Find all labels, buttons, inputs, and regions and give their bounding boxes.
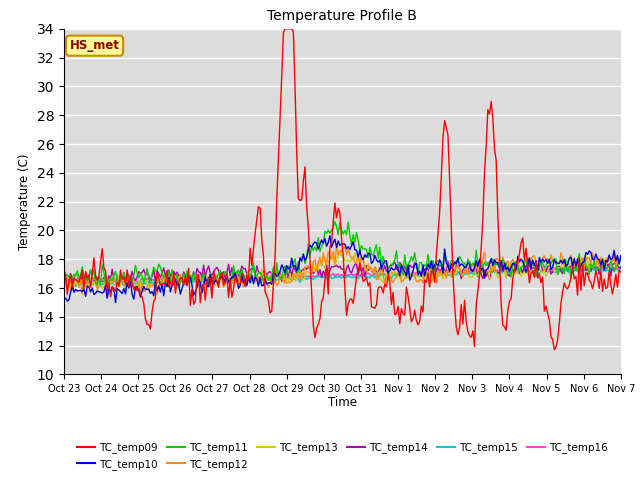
TC_temp15 <box>374 272 382 278</box>
Line: TC_temp09: TC_temp09 <box>64 29 621 350</box>
Title: Temperature Profile B: Temperature Profile B <box>268 10 417 24</box>
TC_temp14 <box>517 265 525 271</box>
TC_temp16 <box>586 264 593 269</box>
TC_temp09 <box>183 281 191 287</box>
TC_temp15 <box>524 269 532 275</box>
TC_temp09 <box>550 347 558 353</box>
TC_temp11 <box>331 219 339 225</box>
TC_temp14 <box>617 264 625 270</box>
TC_temp11 <box>60 270 68 276</box>
TC_temp11 <box>519 264 527 269</box>
TC_temp12 <box>153 291 161 297</box>
Line: TC_temp14: TC_temp14 <box>64 260 621 284</box>
TC_temp11 <box>185 276 193 282</box>
TC_temp10 <box>112 300 120 305</box>
TC_temp16 <box>228 275 236 280</box>
TC_temp11 <box>525 262 533 267</box>
TC_temp15 <box>617 264 625 269</box>
TC_temp09 <box>227 277 234 283</box>
TC_temp10 <box>525 255 533 261</box>
TC_temp10 <box>185 274 193 279</box>
TC_temp12 <box>185 280 193 286</box>
TC_temp11 <box>67 277 74 283</box>
TC_temp09 <box>517 240 525 246</box>
TC_temp10 <box>60 296 68 301</box>
Line: TC_temp11: TC_temp11 <box>64 222 621 288</box>
TC_temp16 <box>617 266 625 272</box>
TC_temp10 <box>326 233 334 239</box>
TC_temp13 <box>67 286 74 292</box>
TC_temp14 <box>77 281 84 287</box>
TC_temp14 <box>67 271 74 276</box>
TC_temp15 <box>60 283 68 288</box>
TC_temp13 <box>228 277 236 283</box>
TC_temp13 <box>336 248 344 253</box>
TC_temp10 <box>617 253 625 259</box>
TC_temp16 <box>72 281 79 287</box>
TC_temp15 <box>517 268 525 274</box>
TC_temp12 <box>617 257 625 263</box>
TC_temp09 <box>524 262 532 267</box>
TC_temp13 <box>145 288 152 294</box>
Line: TC_temp15: TC_temp15 <box>64 266 621 288</box>
TC_temp12 <box>525 258 533 264</box>
TC_temp10 <box>376 257 383 263</box>
Line: TC_temp12: TC_temp12 <box>64 245 621 294</box>
TC_temp12 <box>228 280 236 286</box>
TC_temp12 <box>376 271 383 277</box>
TC_temp16 <box>60 278 68 284</box>
TC_temp09 <box>60 266 68 272</box>
Text: HS_met: HS_met <box>70 39 120 52</box>
TC_temp12 <box>519 259 527 264</box>
Line: TC_temp10: TC_temp10 <box>64 236 621 302</box>
TC_temp16 <box>185 276 193 282</box>
TC_temp13 <box>525 274 533 279</box>
TC_temp16 <box>67 280 74 286</box>
TC_temp13 <box>60 284 68 289</box>
TC_temp10 <box>228 274 236 280</box>
TC_temp14 <box>524 257 532 263</box>
TC_temp13 <box>519 271 527 276</box>
X-axis label: Time: Time <box>328 396 357 408</box>
TC_temp15 <box>67 285 74 290</box>
Line: TC_temp16: TC_temp16 <box>64 266 621 284</box>
Y-axis label: Temperature (C): Temperature (C) <box>18 153 31 250</box>
TC_temp13 <box>617 258 625 264</box>
TC_temp11 <box>228 277 236 283</box>
TC_temp09 <box>617 269 625 275</box>
TC_temp12 <box>333 242 340 248</box>
TC_temp12 <box>60 278 68 284</box>
TC_temp09 <box>67 273 74 278</box>
TC_temp14 <box>525 262 533 268</box>
TC_temp10 <box>67 289 74 295</box>
TC_temp13 <box>376 275 383 280</box>
TC_temp12 <box>67 277 74 283</box>
TC_temp13 <box>185 280 193 286</box>
TC_temp14 <box>228 265 236 271</box>
TC_temp16 <box>524 266 532 272</box>
TC_temp09 <box>374 285 382 291</box>
TC_temp11 <box>617 256 625 262</box>
TC_temp14 <box>60 276 68 282</box>
TC_temp09 <box>281 26 289 32</box>
TC_temp11 <box>175 285 182 291</box>
TC_temp15 <box>68 281 76 287</box>
Legend: TC_temp09, TC_temp10, TC_temp11, TC_temp12, TC_temp13, TC_temp14, TC_temp15, TC_: TC_temp09, TC_temp10, TC_temp11, TC_temp… <box>72 438 612 474</box>
Line: TC_temp13: TC_temp13 <box>64 251 621 291</box>
TC_temp15 <box>228 277 236 283</box>
TC_temp16 <box>374 270 382 276</box>
TC_temp15 <box>185 279 193 285</box>
TC_temp11 <box>376 244 383 250</box>
TC_temp10 <box>519 258 527 264</box>
TC_temp14 <box>374 270 382 276</box>
TC_temp16 <box>517 267 525 273</box>
TC_temp14 <box>185 276 193 282</box>
